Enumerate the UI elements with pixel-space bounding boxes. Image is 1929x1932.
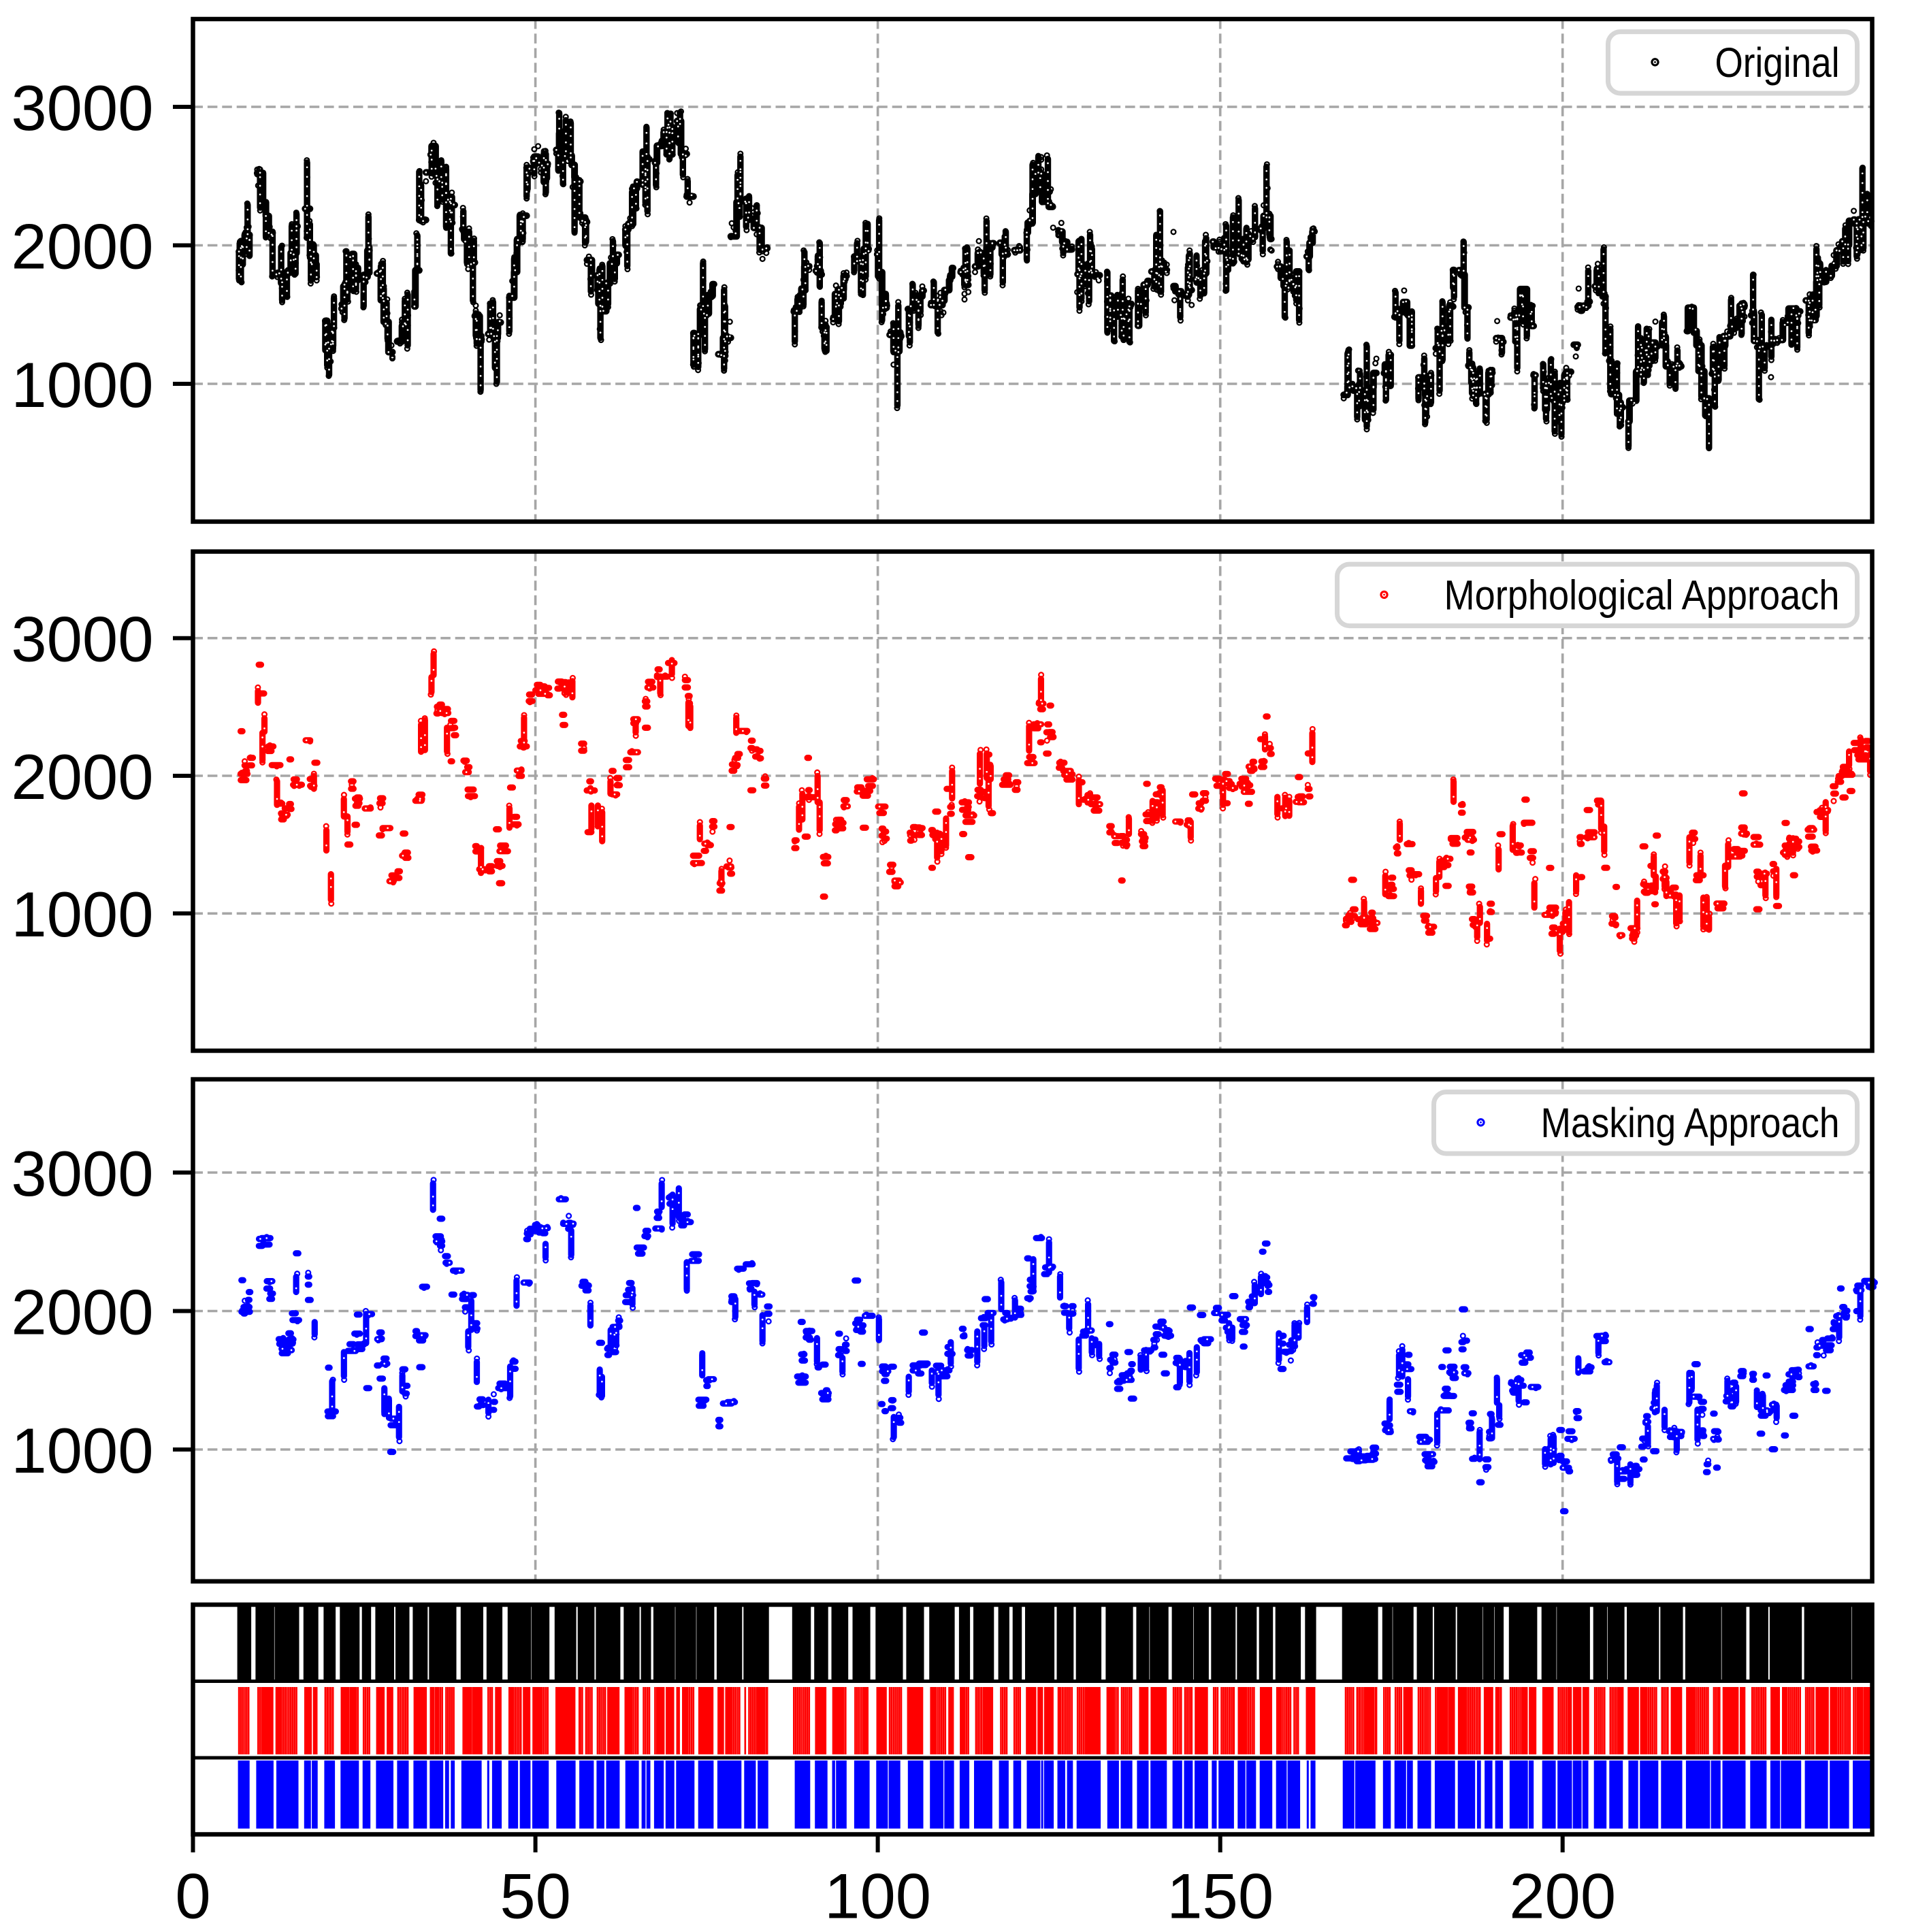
svg-text:2000: 2000: [11, 741, 153, 813]
svg-text:150: 150: [1167, 1861, 1274, 1929]
svg-text:2000: 2000: [11, 210, 153, 282]
svg-text:Masking Approach: Masking Approach: [1541, 1100, 1840, 1146]
svg-text:1000: 1000: [11, 349, 153, 421]
svg-text:1000: 1000: [11, 1415, 153, 1486]
svg-text:100: 100: [824, 1861, 931, 1929]
svg-text:200: 200: [1509, 1861, 1616, 1929]
svg-text:3000: 3000: [11, 1138, 153, 1209]
svg-text:3000: 3000: [11, 72, 153, 144]
svg-text:50: 50: [500, 1861, 571, 1929]
svg-text:3000: 3000: [11, 604, 153, 675]
svg-text:2000: 2000: [11, 1276, 153, 1347]
svg-text:0: 0: [175, 1861, 210, 1929]
svg-text:Morphological Approach: Morphological Approach: [1444, 572, 1840, 619]
svg-text:1000: 1000: [11, 879, 153, 950]
svg-text:Original: Original: [1715, 39, 1840, 86]
